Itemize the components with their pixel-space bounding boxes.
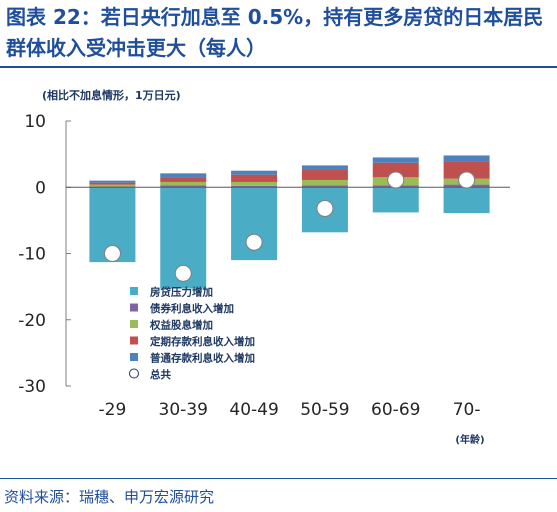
- legend-swatch: [130, 320, 138, 328]
- y-tick-label: -20: [18, 311, 46, 331]
- source-note: 资料来源：瑞穗、申万宏源研究: [4, 488, 215, 506]
- legend-label: 总共: [150, 368, 171, 381]
- x-tick-label: 30-39: [159, 400, 208, 420]
- x-tick-label: 50-59: [300, 400, 349, 420]
- total-marker: [458, 171, 476, 189]
- legend-label: 房贷压力增加: [150, 286, 213, 299]
- chart: (相比不加息情形，1万日元) 10 0 -10 -20 -30 -29 30-39 40-4…: [18, 88, 510, 446]
- x-tick-label: 70-: [453, 400, 481, 420]
- footer-divider: [0, 478, 557, 479]
- legend-label: 债券利息收入增加: [150, 302, 234, 315]
- bar-segment: [231, 170, 278, 175]
- bar-segment: [231, 174, 278, 182]
- bar-segment: [160, 185, 207, 188]
- unit-note: (相比不加息情形，1万日元): [42, 88, 181, 102]
- x-axis: -29 30-39 40-49 50-59 60-69 70-: [99, 400, 481, 420]
- total-marker: [245, 233, 263, 251]
- bar-segment: [443, 155, 490, 162]
- x-tick-label: 40-49: [229, 400, 278, 420]
- x-unit-label: (年龄): [455, 433, 484, 446]
- bar-segment: [301, 185, 348, 188]
- bar-segment: [89, 184, 136, 187]
- total-marker: [103, 245, 121, 262]
- page-title: 图表 22：若日央行加息至 0.5%，持有更多房贷的日本居民群体收入受冲击更大（…: [6, 5, 544, 60]
- total-marker: [387, 171, 405, 189]
- title-divider: [0, 66, 557, 68]
- legend-marker: [129, 368, 139, 379]
- legend-swatch: [130, 353, 138, 361]
- legend-label: 定期存款利息收入增加: [149, 335, 255, 348]
- bar-segment: [301, 165, 348, 171]
- bar-segment: [160, 177, 207, 182]
- bar-segment: [443, 161, 490, 179]
- y-tick-label: 10: [24, 112, 46, 132]
- bar-segment: [372, 162, 419, 178]
- x-tick-label: 60-69: [371, 400, 420, 420]
- legend-label: 普通存款利息收入增加: [150, 352, 255, 365]
- y-axis: 10 0 -10 -20 -30: [18, 112, 71, 397]
- bar-segment: [372, 157, 419, 163]
- bar-segment: [443, 187, 490, 214]
- bar-segment: [231, 181, 278, 186]
- bar-segment: [89, 180, 136, 183]
- bar-segment: [160, 173, 207, 178]
- bar-segment: [89, 182, 136, 185]
- bar-segment: [372, 187, 419, 213]
- y-tick-label: 0: [35, 178, 46, 198]
- x-tick-label: -29: [99, 400, 127, 420]
- bar-segment: [231, 185, 278, 188]
- bar-segment: [301, 179, 348, 186]
- bars: [66, 155, 510, 289]
- bar-segment: [301, 170, 348, 180]
- y-tick-label: -10: [18, 245, 46, 265]
- bar-segment: [160, 181, 207, 186]
- legend-label: 权益股息增加: [149, 319, 213, 332]
- y-tick-label: -30: [18, 377, 46, 397]
- legend-swatch: [130, 303, 138, 312]
- total-marker: [316, 199, 334, 217]
- total-marker: [174, 264, 192, 282]
- legend: 房贷压力增加债券利息收入增加权益股息增加定期存款利息收入增加普通存款利息收入增加…: [129, 286, 255, 381]
- legend-swatch: [130, 287, 138, 295]
- total-markers: [103, 171, 476, 282]
- legend-swatch: [130, 336, 138, 345]
